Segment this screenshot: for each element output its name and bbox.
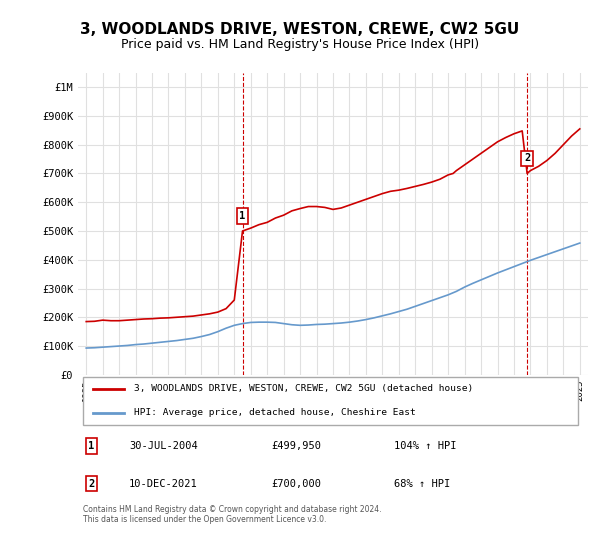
Text: 1: 1 xyxy=(239,211,245,221)
Text: £700,000: £700,000 xyxy=(272,479,322,489)
Text: 2: 2 xyxy=(88,479,94,489)
Text: 68% ↑ HPI: 68% ↑ HPI xyxy=(394,479,451,489)
Text: Price paid vs. HM Land Registry's House Price Index (HPI): Price paid vs. HM Land Registry's House … xyxy=(121,38,479,51)
FancyBboxPatch shape xyxy=(83,377,578,425)
Text: 2: 2 xyxy=(524,153,530,164)
Text: £499,950: £499,950 xyxy=(272,441,322,451)
Text: 10-DEC-2021: 10-DEC-2021 xyxy=(129,479,198,489)
Text: 1: 1 xyxy=(88,441,94,451)
Text: Contains HM Land Registry data © Crown copyright and database right 2024.
This d: Contains HM Land Registry data © Crown c… xyxy=(83,505,382,524)
Text: 30-JUL-2004: 30-JUL-2004 xyxy=(129,441,198,451)
Text: 3, WOODLANDS DRIVE, WESTON, CREWE, CW2 5GU (detached house): 3, WOODLANDS DRIVE, WESTON, CREWE, CW2 5… xyxy=(134,384,473,393)
Text: 3, WOODLANDS DRIVE, WESTON, CREWE, CW2 5GU: 3, WOODLANDS DRIVE, WESTON, CREWE, CW2 5… xyxy=(80,22,520,38)
Text: 104% ↑ HPI: 104% ↑ HPI xyxy=(394,441,457,451)
Text: HPI: Average price, detached house, Cheshire East: HPI: Average price, detached house, Ches… xyxy=(134,408,416,417)
